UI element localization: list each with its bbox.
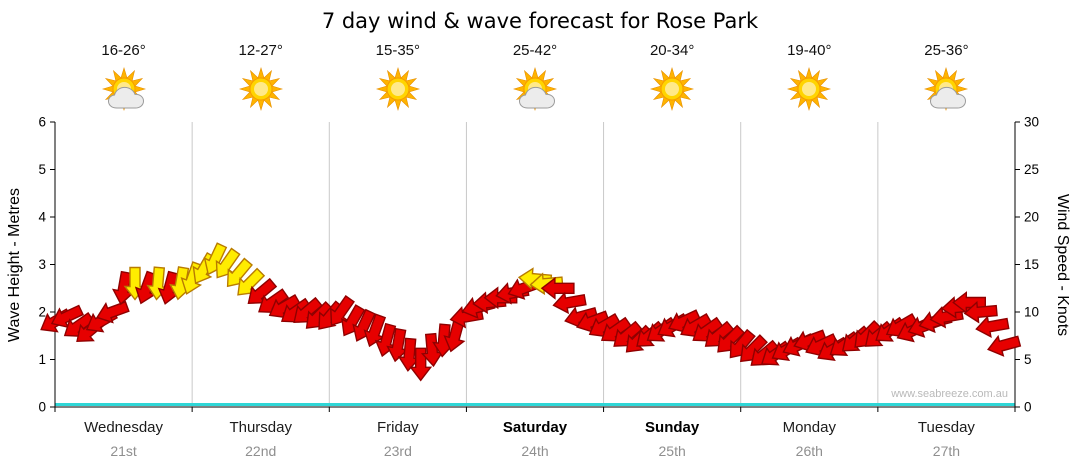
wind-arrow	[575, 310, 610, 334]
temperature-range-monday: 19-40°	[787, 42, 832, 59]
sun-cloud-icon	[99, 66, 149, 119]
wind-arrow	[363, 313, 387, 348]
temperature-range-friday: 15-35°	[375, 42, 421, 59]
watermark: www.seabreeze.com.au	[891, 388, 1008, 400]
wind-arrow	[987, 334, 1022, 357]
sun-icon	[236, 66, 286, 119]
left-tick-label: 5	[38, 162, 46, 177]
day-label-thursday: Thursday	[229, 419, 292, 436]
right-tick-label: 15	[1024, 257, 1039, 272]
left-tick-label: 0	[38, 400, 46, 415]
wind-arrow	[975, 315, 1010, 338]
day-label-sunday: Sunday	[645, 419, 700, 436]
temperature-range-saturday: 25-42°	[512, 42, 558, 59]
day-date-thursday: 22nd	[245, 443, 277, 459]
day-label-saturday: Saturday	[502, 419, 568, 436]
left-tick-label: 2	[38, 305, 46, 320]
wind-arrow	[420, 332, 444, 368]
wind-arrow	[443, 318, 466, 353]
left-tick-label: 3	[38, 257, 46, 272]
wind-arrow	[386, 327, 409, 363]
sun-cloud-icon	[921, 66, 971, 119]
day-date-saturday: 24th	[521, 443, 549, 459]
wind-arrow	[540, 276, 575, 300]
wind-arrow	[50, 304, 84, 329]
day-label-wednesday: Wednesday	[84, 419, 164, 436]
day-date-wednesday: 21st	[110, 443, 137, 459]
day-label-friday: Friday	[377, 419, 419, 436]
right-tick-label: 5	[1024, 352, 1032, 367]
day-label-tuesday: Tuesday	[917, 419, 975, 436]
right-tick-label: 30	[1024, 115, 1039, 130]
day-date-tuesday: 27th	[932, 443, 961, 459]
sun-icon	[373, 66, 423, 119]
wind-arrow	[963, 300, 998, 324]
left-tick-label: 4	[38, 210, 46, 225]
temperature-range-sunday: 20-34°	[649, 42, 695, 59]
day-date-monday: 26th	[795, 443, 823, 459]
temperature-range-wednesday: 16-26°	[101, 42, 146, 59]
temperature-range-tuesday: 25-36°	[924, 42, 969, 59]
day-date-friday: 23rd	[383, 443, 412, 459]
right-tick-label: 20	[1024, 210, 1039, 225]
day-label-monday: Monday	[782, 419, 836, 436]
chart-title: 7 day wind & wave forecast for Rose Park	[321, 9, 759, 33]
right-tick-label: 0	[1024, 400, 1032, 415]
wind-arrow	[330, 295, 355, 327]
sun-icon	[647, 66, 697, 119]
temperature-range-thursday: 12-27°	[238, 42, 283, 59]
sun-cloud-icon	[510, 66, 560, 119]
wind-arrow	[552, 291, 587, 315]
left-tick-label: 6	[38, 115, 46, 130]
sun-icon	[784, 66, 834, 119]
right-tick-label: 25	[1024, 162, 1039, 177]
wind-arrow	[397, 337, 421, 372]
left-tick-label: 1	[38, 352, 46, 367]
day-date-sunday: 25th	[658, 443, 686, 459]
right-tick-label: 10	[1024, 305, 1039, 320]
wind-arrow	[134, 270, 158, 305]
